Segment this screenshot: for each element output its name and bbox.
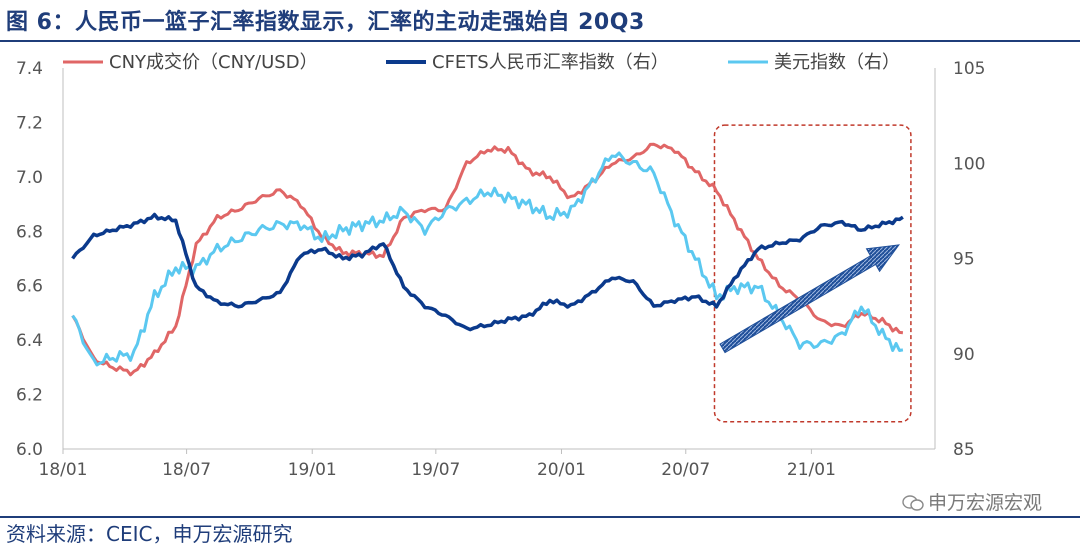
x-tick-label: 19/01 (288, 460, 337, 480)
y-left-tick-label: 7.0 (16, 168, 43, 188)
y-left-tick-label: 6.2 (16, 386, 43, 406)
watermark-text: 申万宏源宏观 (927, 492, 1042, 514)
y-right-tick-label: 100 (953, 154, 985, 174)
x-tick-label: 20/01 (537, 460, 586, 480)
title-rule (0, 40, 1080, 42)
legend-label-cfets: CFETS人民币汇率指数（右） (432, 52, 669, 73)
series-line-usd-index (71, 151, 904, 367)
x-tick-label: 20/07 (661, 460, 710, 480)
wechat-icon (902, 495, 924, 511)
x-tick-label: 21/01 (787, 460, 836, 480)
page-title: 图 6：人民币一篮子汇率指数显示，汇率的主动走强始自 20Q3 (6, 10, 645, 35)
source-note: 资料来源：CEIC，申万宏源研究 (6, 522, 293, 546)
y-right-tick-label: 95 (953, 250, 975, 270)
y-left-tick-label: 6.6 (16, 277, 43, 297)
x-tick-label: 18/07 (162, 460, 211, 480)
legend: CNY成交价（CNY/USD） CFETS人民币汇率指数（右） 美元指数（右） (63, 52, 900, 73)
line-chart: 18/01 18/07 19/01 19/07 20/01 20/07 21/01 6.0 6… (16, 52, 986, 480)
y-left-tick-label: 6.4 (16, 331, 43, 351)
bottom-rule (0, 516, 1080, 518)
series-line-cfets (71, 212, 904, 332)
legend-label-cny: CNY成交价（CNY/USD） (109, 52, 318, 73)
y-right-tick-label: 90 (953, 345, 975, 365)
y-left-tick-label: 6.0 (16, 440, 43, 460)
highlight-box (713, 124, 912, 423)
y-right-tick-label: 105 (953, 59, 985, 79)
legend-label-usd: 美元指数（右） (774, 52, 900, 73)
y-left-tick-label: 7.4 (16, 59, 43, 79)
watermark: 申万宏源宏观 (902, 488, 1042, 515)
series-line-cny (71, 142, 904, 377)
trend-arrow-icon (719, 244, 900, 354)
x-tick-label: 18/01 (39, 460, 88, 480)
x-tick-label: 19/07 (411, 460, 460, 480)
y-left-tick-label: 7.2 (16, 113, 43, 133)
y-right-tick-label: 85 (953, 440, 975, 460)
y-left-tick-label: 6.8 (16, 222, 43, 242)
